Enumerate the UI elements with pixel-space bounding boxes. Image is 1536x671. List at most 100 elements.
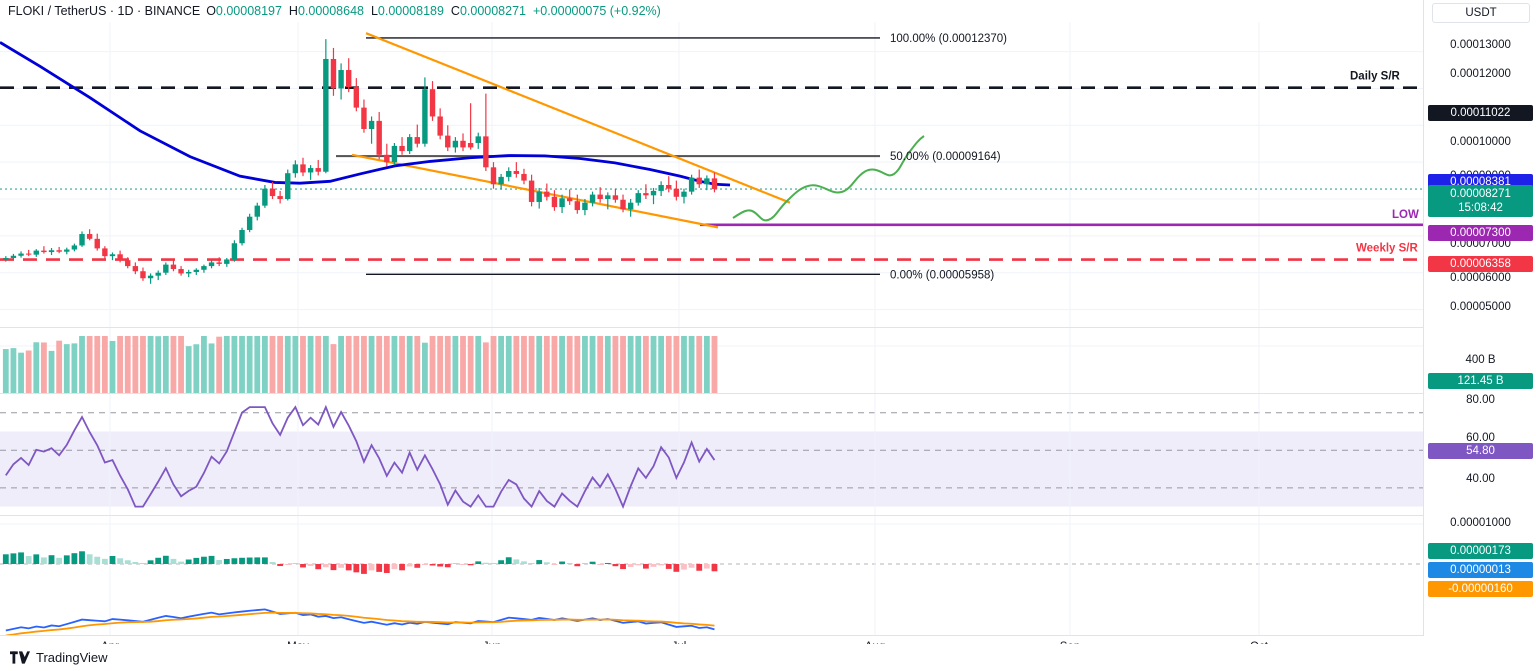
candle-body <box>551 196 558 208</box>
fib-100-label: 100.00% (0.00012370) <box>890 33 1007 45</box>
volume-bar <box>422 342 428 393</box>
macd-histogram-bar <box>338 564 344 568</box>
macd-histogram-bar <box>688 564 695 568</box>
macd-histogram-bar <box>452 563 459 564</box>
macd-histogram-bar <box>361 564 367 574</box>
volume-bar <box>467 336 474 393</box>
macd-histogram-bar <box>620 564 626 570</box>
macd-histogram-bar <box>414 564 421 568</box>
macd-histogram-bar <box>292 563 299 564</box>
macd-histogram-bar <box>246 557 253 564</box>
price-axis[interactable]: USDT 0.00013000 0.00012000 0.00010000 0.000… <box>1423 0 1536 636</box>
volume-bar <box>79 336 85 393</box>
rsi-badge[interactable]: 54.80 <box>1428 443 1533 459</box>
candle-body <box>467 142 474 148</box>
price-badge[interactable]: 0.00008271 15:08:42 <box>1428 185 1533 217</box>
price-badge[interactable]: 0.00006358 <box>1428 256 1533 272</box>
candle-body <box>688 177 695 192</box>
macd-histogram-bar <box>650 564 657 567</box>
candle-body <box>125 260 131 267</box>
candle-body <box>346 70 352 87</box>
macd-histogram-bar <box>155 557 162 564</box>
volume-bar <box>277 336 284 393</box>
close-label: C <box>450 4 460 18</box>
volume-bar <box>246 336 253 393</box>
candle-body <box>132 266 139 272</box>
candle-body <box>25 253 32 255</box>
price-badge[interactable]: 0.00007300 <box>1428 225 1533 241</box>
volume-bar <box>604 336 611 393</box>
macd-signal-line <box>5 611 715 635</box>
price-pane[interactable]: 100.00% (0.00012370) 50.00% (0.00009164) 0… <box>0 22 1423 328</box>
macd-histogram-bar <box>444 564 451 568</box>
macd-histogram-bar <box>79 551 85 564</box>
macd-pane[interactable] <box>0 516 1423 636</box>
price-axis-tick: 0.00010000 <box>1450 136 1511 148</box>
candle-body <box>269 188 276 197</box>
candle-body <box>658 185 664 191</box>
macd-badge[interactable]: 0.00000013 <box>1428 562 1533 578</box>
price-axis-tick: 0.00006000 <box>1450 272 1511 284</box>
candle-body <box>666 185 672 189</box>
candle-body <box>483 136 489 168</box>
price-badge[interactable]: 0.00011022 <box>1428 105 1533 121</box>
open-value: 0.00008197 <box>215 4 282 18</box>
weekly-sr-label: Weekly S/R <box>1356 243 1418 255</box>
volume-bar <box>696 336 703 393</box>
rsi-pane[interactable] <box>0 394 1423 516</box>
macd-histogram-bar <box>711 564 718 572</box>
volume-bar <box>642 336 649 393</box>
candle-body <box>163 264 169 273</box>
symbol-title[interactable]: FLOKI / TetherUS · 1D · BINANCE <box>8 4 201 18</box>
macd-histogram-bar <box>513 559 520 564</box>
volume-badge[interactable]: 121.45 B <box>1428 373 1533 389</box>
volume-bar <box>368 336 375 393</box>
candle-body <box>170 264 177 270</box>
macd-histogram-bar <box>300 564 306 568</box>
volume-bar <box>178 336 184 393</box>
macd-badge[interactable]: 0.00000173 <box>1428 543 1533 559</box>
volume-bar <box>132 336 139 393</box>
macd-histogram-bar <box>208 555 215 564</box>
volume-bar <box>582 336 588 393</box>
tradingview-logo[interactable]: TradingView <box>10 650 108 665</box>
macd-badge[interactable]: -0.00000160 <box>1428 581 1533 597</box>
volume-bar <box>673 336 680 393</box>
volume-bar <box>94 336 101 393</box>
candle-body <box>368 120 375 129</box>
candle-body <box>620 199 626 210</box>
macd-histogram-bar <box>63 555 70 564</box>
candle-body <box>254 205 260 217</box>
volume-bar <box>33 342 40 393</box>
volume-bar <box>551 336 558 393</box>
candle-body <box>635 193 641 203</box>
volume-bar <box>353 336 360 393</box>
macd-histogram-bar <box>101 558 108 564</box>
currency-label[interactable]: USDT <box>1432 3 1530 23</box>
macd-histogram-bar <box>345 564 352 571</box>
volume-bar <box>444 336 451 393</box>
volume-bar <box>391 336 398 393</box>
macd-histogram-bar <box>315 564 322 570</box>
candle-body <box>384 154 390 163</box>
rsi-axis-tick: 60.00 <box>1466 432 1495 444</box>
volume-bar <box>460 336 466 393</box>
macd-histogram-bar <box>368 564 375 571</box>
volume-bar <box>482 342 489 393</box>
volume-bar <box>703 336 710 393</box>
candle-body <box>711 178 718 190</box>
macd-histogram-bar <box>604 562 611 564</box>
macd-histogram-bar <box>48 555 55 564</box>
candle-body <box>147 275 154 279</box>
volume-bar <box>124 336 131 393</box>
low-label: LOW <box>1392 209 1419 221</box>
volume-bar <box>284 336 291 393</box>
volume-bar <box>383 336 390 393</box>
candle-body <box>323 58 329 172</box>
volume-pane[interactable] <box>0 328 1423 394</box>
candle-body <box>71 245 78 250</box>
candle-body <box>231 243 238 260</box>
macd-histogram-bar <box>551 564 558 565</box>
volume-bar <box>681 336 687 393</box>
macd-histogram-bar <box>307 564 314 566</box>
